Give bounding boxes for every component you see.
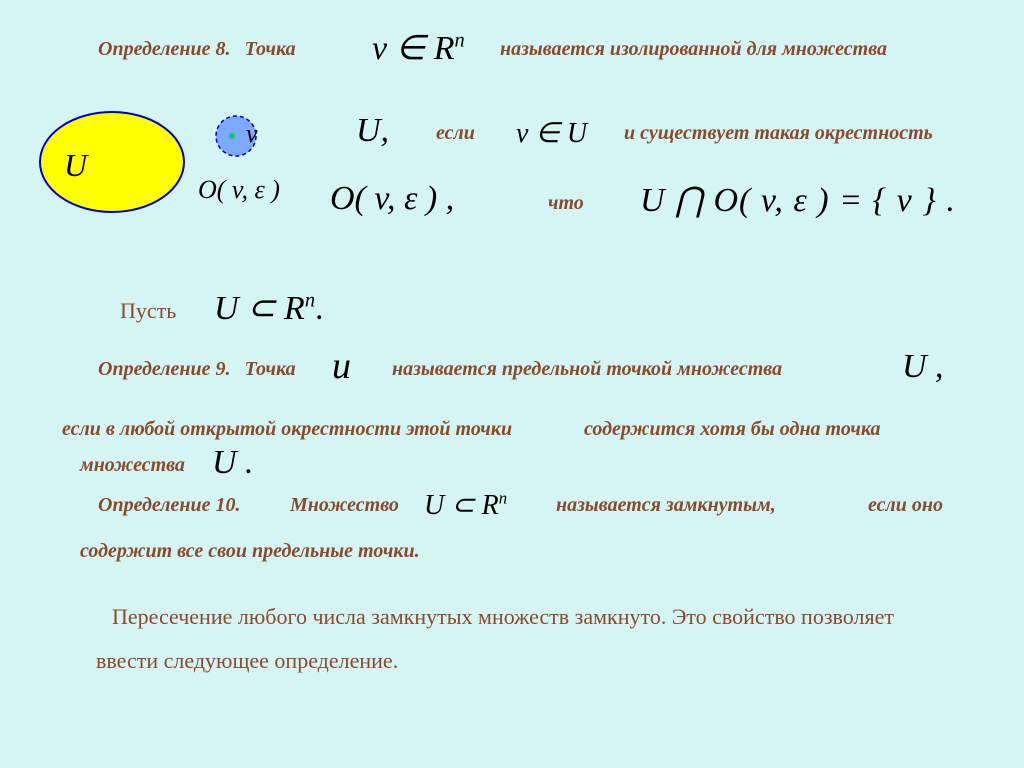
- def8-t3: если: [436, 122, 475, 145]
- def9-t4: содержится хотя бы одна точка: [584, 418, 880, 441]
- def9-m3: U .: [212, 444, 254, 482]
- def8-m2: U,: [356, 112, 389, 150]
- def9-t5: множества: [80, 454, 185, 477]
- def8-m3: v ∈ U: [516, 116, 587, 150]
- def9-m2: U ,: [902, 348, 944, 386]
- def9-m1: u: [332, 344, 351, 388]
- def8-t4: и существует такая окрестность: [624, 122, 933, 145]
- def10-m1: U ⊂ Rn: [424, 488, 507, 522]
- def10-t1: Множество: [290, 494, 399, 517]
- pust-m1: U ⊂ Rn.: [214, 288, 324, 328]
- def8-t5: что: [548, 192, 584, 215]
- def9-t3: если в любой открытой окрестности этой т…: [62, 418, 512, 441]
- def8-t2: называется изолированной для множества: [500, 38, 887, 61]
- def9-t2: называется предельной точкой множества: [392, 358, 782, 381]
- def8-t1: Точка: [245, 38, 296, 60]
- svg-text:U: U: [64, 147, 89, 183]
- def8-m5: U ⋂ O( v, ε ) = { v } .: [640, 180, 956, 220]
- svg-text:v: v: [246, 119, 258, 148]
- closing-t1: Пересечение любого числа замкнутых множе…: [112, 604, 894, 630]
- def10-label: Определение 10.: [98, 494, 241, 516]
- svg-text:O( v, ε ): O( v, ε ): [198, 175, 280, 204]
- def8-m1: v ∈ Rn: [372, 28, 465, 68]
- def9-t1: Точка: [245, 358, 296, 380]
- def8-label: Определение 8.: [98, 38, 231, 60]
- def9-label: Определение 9.: [98, 358, 231, 380]
- def8-m4: O( v, ε ) ,: [330, 180, 454, 218]
- def10-t2: называется замкнутым,: [556, 494, 776, 517]
- closing-t2: ввести следующее определение.: [96, 648, 398, 674]
- def10-t4: содержит все свои предельные точки.: [80, 540, 420, 563]
- def10-t3: если оно: [868, 494, 943, 517]
- pust-t1: Пусть: [120, 298, 176, 324]
